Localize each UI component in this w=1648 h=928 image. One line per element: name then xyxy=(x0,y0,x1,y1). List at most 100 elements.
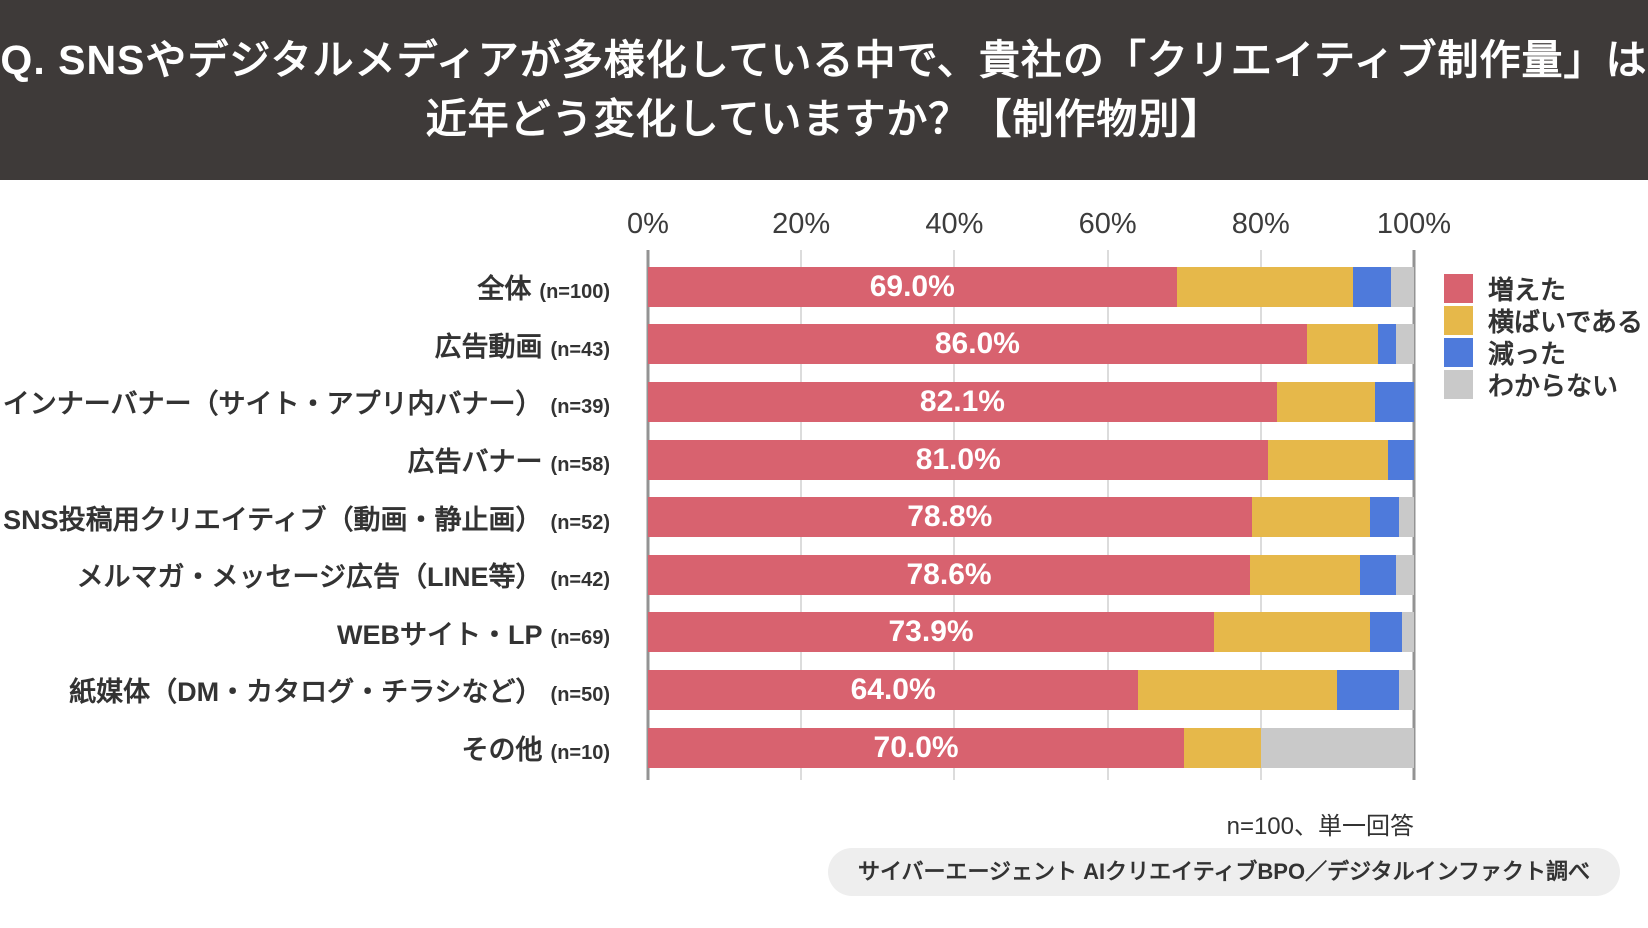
category-label: 広告動画 (n=43) xyxy=(0,325,610,364)
bar-value-label: 69.0% xyxy=(869,269,955,303)
segment-flat xyxy=(1250,554,1360,595)
axis-tick: 20% xyxy=(772,208,831,240)
segment-increased: 78.8% xyxy=(648,497,1252,538)
segment-increased: 81.0% xyxy=(648,439,1269,480)
segment-flat xyxy=(1306,324,1378,365)
legend-swatch-decreased xyxy=(1444,338,1473,367)
axis-ticks: 0% 20% 40% 60% 80% 100% xyxy=(627,208,1451,246)
segment-increased: 73.9% xyxy=(648,612,1215,653)
category-name: 広告動画 xyxy=(434,331,543,362)
category-name: WEBサイト・LP xyxy=(337,619,543,650)
question-header: Q. SNSやデジタルメディアが多様化している中で、貴社の「クリエイティブ制作量… xyxy=(0,0,1648,180)
bar-track: 81.0% xyxy=(648,439,1414,480)
category-label: その他 (n=10) xyxy=(0,728,610,767)
legend-item-increased: 増えた xyxy=(1444,274,1643,305)
category-label: 全体 (n=100) xyxy=(0,267,610,306)
question-title-line2: 近年どう変化していますか？【制作物別】 xyxy=(425,96,1223,142)
axis-tick: 80% xyxy=(1231,208,1290,240)
segment-decreased xyxy=(1352,266,1391,307)
segment-decreased xyxy=(1369,612,1403,653)
category-label: インナーバナー（サイト・アプリ内バナー） (n=39) xyxy=(0,382,610,421)
category-n-count: (n=50) xyxy=(550,684,610,707)
category-name: 全体 xyxy=(477,274,532,305)
legend-label-unknown: わからない xyxy=(1488,371,1619,401)
category-name: メルマガ・メッセージ広告（LINE等） xyxy=(76,562,543,593)
chart-row: 全体 (n=100) 69.0% xyxy=(0,258,1414,316)
segment-increased: 82.1% xyxy=(648,381,1277,422)
chart-row: メルマガ・メッセージ広告（LINE等） (n=42) 78.6% xyxy=(0,546,1414,604)
category-n-count: (n=52) xyxy=(550,511,610,534)
chart-row: 広告動画 (n=43) 86.0% xyxy=(0,316,1414,374)
segment-increased: 64.0% xyxy=(648,669,1139,710)
segment-flat xyxy=(1176,266,1353,307)
segment-decreased xyxy=(1369,497,1400,538)
segment-flat xyxy=(1251,497,1370,538)
chart-row: 広告バナー (n=58) 81.0% xyxy=(0,431,1414,489)
category-label: 紙媒体（DM・カタログ・チラシなど） (n=50) xyxy=(0,670,610,709)
category-name: SNS投稿用クリエイティブ（動画・静止画） xyxy=(3,504,543,535)
bar-rows: 全体 (n=100) 69.0% 広告動画 (n=43) 86.0% インナーバナー（サイト… xyxy=(0,258,1414,776)
bar-track: 69.0% xyxy=(648,266,1414,307)
category-n-count: (n=43) xyxy=(550,338,610,361)
legend-label-decreased: 減った xyxy=(1488,339,1567,369)
segment-unknown xyxy=(1260,727,1414,768)
bar-track: 86.0% xyxy=(648,324,1414,365)
segment-flat xyxy=(1214,612,1370,653)
segment-unknown xyxy=(1398,669,1414,710)
category-label: メルマガ・メッセージ広告（LINE等） (n=42) xyxy=(0,555,610,594)
chart-row: その他 (n=10) 70.0% xyxy=(0,719,1414,777)
axis-tick: 0% xyxy=(627,208,669,240)
category-n-count: (n=39) xyxy=(550,396,610,419)
category-name: 紙媒体（DM・カタログ・チラシなど） xyxy=(69,677,543,708)
category-label: SNS投稿用クリエイティブ（動画・静止画） (n=52) xyxy=(0,498,610,537)
bar-value-label: 81.0% xyxy=(915,442,1001,476)
source-credit-pill: サイバーエージェント AIクリエイティブBPO／デジタルインファクト調べ xyxy=(827,848,1620,896)
segment-decreased xyxy=(1387,439,1414,480)
bar-track: 70.0% xyxy=(648,727,1414,768)
chart-row: インナーバナー（サイト・アプリ内バナー） (n=39) 82.1% xyxy=(0,373,1414,431)
bar-track: 78.8% xyxy=(648,497,1414,538)
legend-item-flat: 横ばいである xyxy=(1444,306,1643,337)
segment-flat xyxy=(1268,439,1388,480)
bar-value-label: 70.0% xyxy=(873,730,959,764)
survey-footnote: n=100、単一回答 xyxy=(1226,813,1414,840)
bar-value-label: 78.6% xyxy=(906,557,992,591)
category-n-count: (n=42) xyxy=(550,569,610,592)
segment-increased: 86.0% xyxy=(648,324,1307,365)
legend: 増えた 横ばいである 減った わからない xyxy=(1444,274,1643,401)
bar-track: 64.0% xyxy=(648,669,1414,710)
category-name: その他 xyxy=(461,735,543,766)
category-n-count: (n=58) xyxy=(550,454,610,477)
segment-flat xyxy=(1184,727,1261,768)
legend-item-decreased: 減った xyxy=(1444,338,1643,369)
bar-track: 73.9% xyxy=(648,612,1414,653)
legend-swatch-increased xyxy=(1444,274,1473,303)
legend-swatch-flat xyxy=(1444,306,1473,335)
chart-row: 紙媒体（DM・カタログ・チラシなど） (n=50) 64.0% xyxy=(0,661,1414,719)
segment-unknown xyxy=(1396,554,1414,595)
segment-unknown xyxy=(1391,266,1414,307)
category-name: 広告バナー xyxy=(407,447,543,478)
chart-row: SNS投稿用クリエイティブ（動画・静止画） (n=52) 78.8% xyxy=(0,488,1414,546)
legend-label-increased: 増えた xyxy=(1488,275,1567,305)
chart-row: WEBサイト・LP (n=69) 73.9% xyxy=(0,604,1414,662)
bar-track: 82.1% xyxy=(648,381,1414,422)
category-name: インナーバナー（サイト・アプリ内バナー） xyxy=(2,389,543,420)
grid-line xyxy=(1412,250,1416,780)
segment-decreased xyxy=(1337,669,1399,710)
category-n-count: (n=10) xyxy=(550,742,610,765)
category-n-count: (n=100) xyxy=(539,281,610,304)
segment-decreased xyxy=(1359,554,1397,595)
legend-item-unknown: わからない xyxy=(1444,370,1643,401)
category-label: WEBサイト・LP (n=69) xyxy=(0,613,610,652)
segment-unknown xyxy=(1399,497,1414,538)
bar-value-label: 82.1% xyxy=(919,384,1005,418)
bar-value-label: 86.0% xyxy=(934,327,1020,361)
segment-increased: 78.6% xyxy=(648,554,1251,595)
question-title-line1: Q. SNSやデジタルメディアが多様化している中で、貴社の「クリエイティブ制作量… xyxy=(0,36,1648,83)
bar-value-label: 78.8% xyxy=(907,500,993,534)
segment-unknown xyxy=(1395,324,1414,365)
bar-track: 78.6% xyxy=(648,554,1414,595)
category-label: 広告バナー (n=58) xyxy=(0,440,610,479)
